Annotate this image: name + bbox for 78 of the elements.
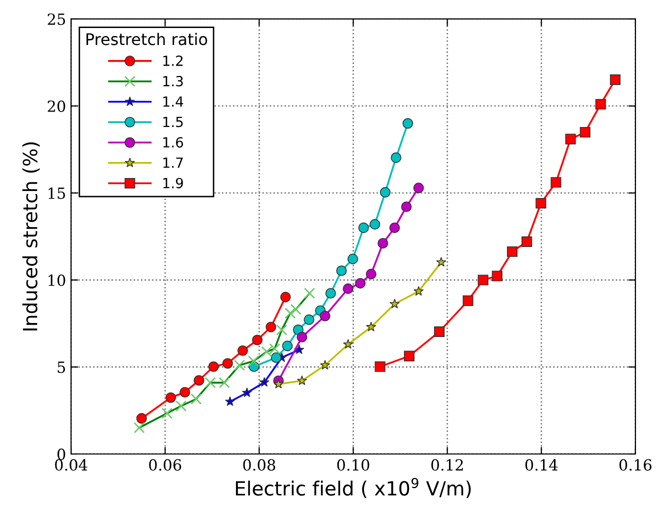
point <box>237 345 248 356</box>
point <box>436 256 446 267</box>
point <box>325 288 336 298</box>
point <box>343 339 354 349</box>
point <box>370 219 380 230</box>
point <box>478 274 488 286</box>
point <box>595 98 606 110</box>
point <box>492 270 502 282</box>
point <box>252 334 263 346</box>
point <box>402 118 414 129</box>
point <box>280 292 291 302</box>
point <box>347 254 358 264</box>
y-tick-label: 15 <box>48 187 66 200</box>
point <box>259 377 270 387</box>
point <box>342 283 354 294</box>
x-tick-label: 0.10 <box>337 459 370 471</box>
point <box>390 298 400 308</box>
point <box>462 295 474 306</box>
point <box>610 74 621 85</box>
legend-label: 1.6 <box>163 137 184 148</box>
point <box>320 310 330 322</box>
x-tick-label: 0.12 <box>431 459 463 471</box>
point <box>222 358 233 369</box>
point <box>296 375 308 386</box>
y-tick-label: 0 <box>57 448 66 460</box>
legend-label: 1.3 <box>163 76 183 86</box>
x-tick-label: 0.04 <box>55 459 88 471</box>
point <box>550 177 562 188</box>
point <box>389 222 400 234</box>
y-axis-title: Induced stretch (%) <box>22 142 40 330</box>
point <box>224 396 236 406</box>
y-tick-label: 10 <box>48 274 66 286</box>
point <box>336 265 347 276</box>
point <box>404 350 414 362</box>
point <box>296 332 308 342</box>
point <box>165 392 176 403</box>
point <box>355 278 366 289</box>
point <box>434 326 445 337</box>
point <box>194 375 204 386</box>
point <box>390 152 402 163</box>
y-tick-label: 25 <box>48 13 66 26</box>
legend-title: Prestretch ratio <box>86 32 208 46</box>
x-tick-label: 0.06 <box>149 459 182 471</box>
point <box>358 222 369 234</box>
point <box>378 238 388 249</box>
x-tick-label: 0.08 <box>243 459 276 471</box>
point <box>413 182 424 194</box>
point <box>565 134 576 144</box>
point <box>522 236 532 247</box>
legend-label: 1.2 <box>163 56 183 66</box>
point <box>380 187 391 198</box>
point <box>506 246 518 257</box>
point <box>580 126 590 138</box>
point <box>366 322 376 332</box>
point <box>266 322 276 332</box>
point <box>366 268 376 280</box>
point <box>320 360 330 370</box>
y-tick-label: 5 <box>58 362 66 374</box>
legend-label: 1.5 <box>163 116 183 128</box>
legend-label: 1.4 <box>163 96 184 107</box>
x-axis-title: Electric field ( x10$^{9}$ V/m) <box>236 478 471 498</box>
point <box>273 378 284 388</box>
point <box>136 413 147 424</box>
point <box>401 201 412 212</box>
point <box>374 361 386 372</box>
x-tick-label: 0.14 <box>525 459 558 471</box>
x-tick-label: 0.16 <box>619 459 652 471</box>
point <box>242 387 252 398</box>
legend-label: 1.7 <box>163 158 183 168</box>
point <box>304 314 314 325</box>
point <box>270 352 282 363</box>
point <box>208 361 219 372</box>
point <box>536 198 546 209</box>
point <box>180 386 190 398</box>
point <box>414 286 424 296</box>
legend-label: 1.9 <box>163 178 183 188</box>
point <box>282 340 293 352</box>
y-tick-label: 20 <box>48 100 66 112</box>
